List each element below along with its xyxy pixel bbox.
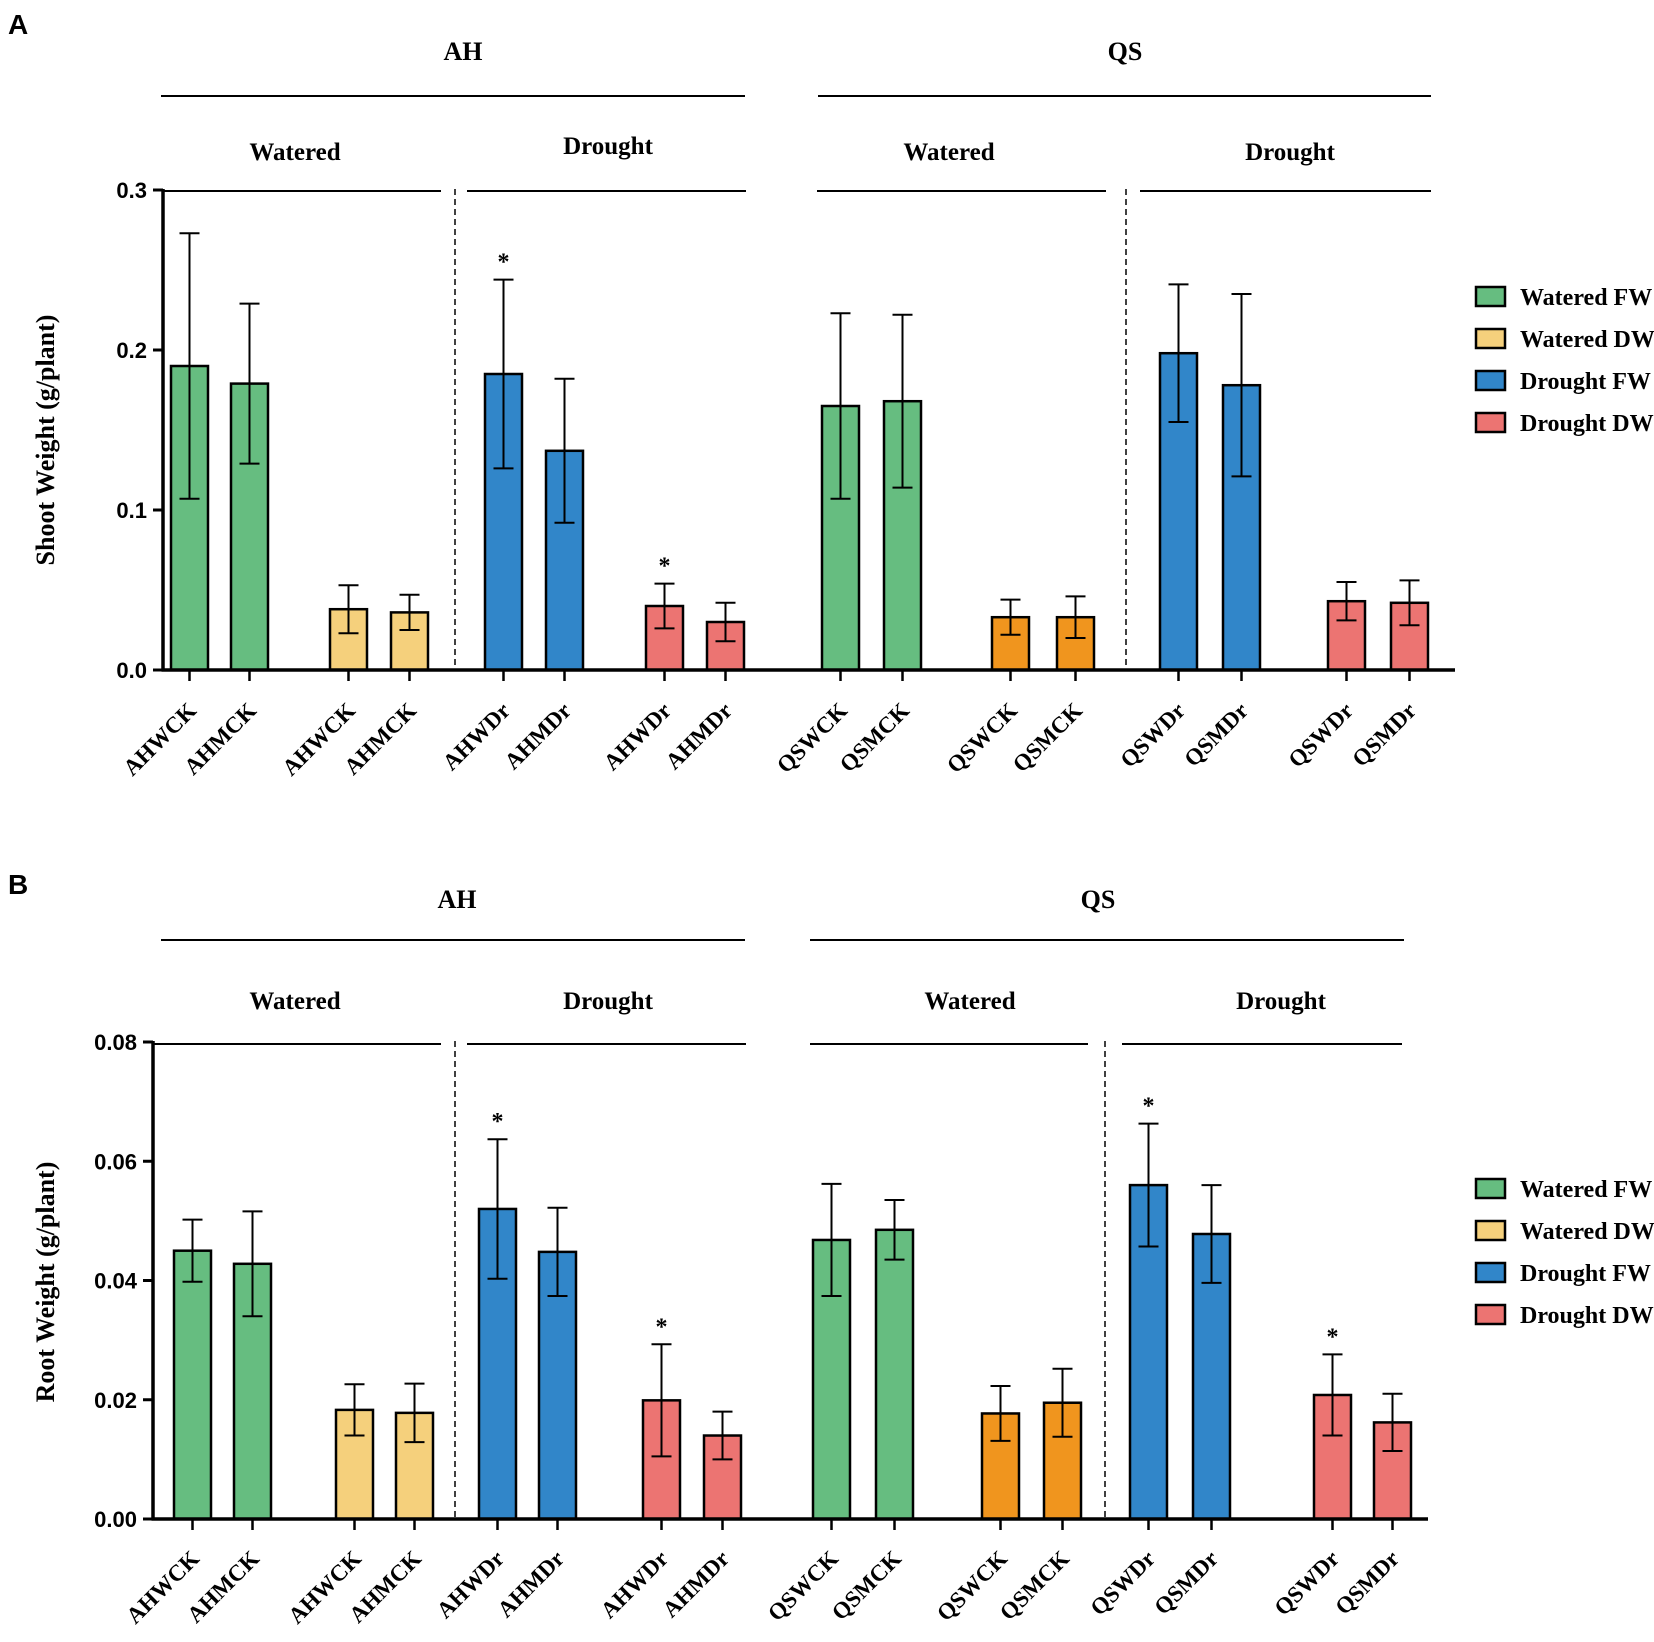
x-tick-label: AHWDr: [599, 698, 676, 775]
panel-a: A AH QS Watered Drought Watered Drought 0.0 0.1 0…: [8, 9, 1654, 781]
bar-ahwck: [169, 364, 210, 672]
y-tick-label: 0.1: [116, 498, 147, 523]
x-tick-label: QSMDr: [1179, 698, 1253, 772]
x-tick-label: QSWDr: [1283, 698, 1358, 773]
legend-swatch: [1474, 285, 1507, 308]
bar-qsmck: [1055, 615, 1096, 672]
panel-b: B AH QS Watered Drought Watered Drought 0.00 0.0…: [8, 869, 1654, 1629]
group-label-ah: AH: [444, 37, 483, 66]
x-tick-label: QSWCK: [932, 1546, 1012, 1626]
panel-a-legend: Watered FW Watered DW Drought FW Drought DW: [1474, 285, 1654, 437]
legend-label: Watered FW: [1520, 1177, 1652, 1203]
y-tick-label: 0.3: [116, 178, 147, 203]
x-tick-label: AHMDr: [661, 698, 737, 774]
legend-label: Watered DW: [1520, 327, 1654, 353]
x-tick-label: QSWDr: [1269, 1546, 1344, 1621]
panel-b-legend: Watered FW Watered DW Drought FW Drought DW: [1474, 1177, 1654, 1329]
legend-label: Drought DW: [1520, 1303, 1654, 1329]
x-tick-label: QSMDr: [1347, 698, 1421, 772]
x-tick-label: QSMCK: [835, 698, 914, 777]
condition-label-watered: Watered: [249, 988, 340, 1015]
y-axis-label: Shoot Weight (g/plant): [31, 315, 60, 566]
significance-marker: *: [1327, 1324, 1339, 1350]
x-tick-label: QSMDr: [1149, 1546, 1223, 1620]
x-tick-label: AHMDr: [500, 698, 576, 774]
x-tick-label: AHWDr: [596, 1546, 673, 1623]
significance-marker: *: [656, 1314, 668, 1340]
group-label-qs: QS: [1108, 37, 1143, 66]
y-tick-label: 0.04: [94, 1269, 138, 1294]
bar-qsmck: [874, 1228, 915, 1521]
significance-marker: *: [1143, 1094, 1155, 1120]
condition-label-drought: Drought: [563, 988, 654, 1015]
x-tick-label: QSMDr: [1330, 1546, 1404, 1620]
x-tick-label: QSMCK: [1008, 698, 1087, 777]
legend-label: Drought FW: [1520, 1261, 1651, 1287]
x-tick-label: AHWDr: [438, 698, 515, 775]
x-tick-label: AHMDr: [658, 1546, 734, 1622]
legend-swatch: [1474, 1219, 1507, 1242]
y-tick-label: 0.08: [94, 1030, 137, 1055]
condition-label-watered: Watered: [903, 139, 994, 166]
y-tick-label: 0.02: [94, 1388, 137, 1413]
x-tick-label: QSWCK: [772, 698, 852, 778]
significance-marker: *: [659, 554, 671, 580]
condition-label-drought: Drought: [1236, 988, 1327, 1015]
x-tick-label: QSWDr: [1115, 698, 1190, 773]
significance-marker: *: [498, 250, 510, 276]
legend-label: Drought DW: [1520, 411, 1654, 437]
group-label-ah: AH: [438, 885, 477, 914]
legend-swatch: [1474, 369, 1507, 392]
x-tick-label: QSWCK: [942, 698, 1022, 778]
y-tick-label: 0.00: [94, 1507, 137, 1532]
bar-ahwck: [172, 1249, 213, 1521]
legend-label: Watered FW: [1520, 285, 1652, 311]
legend-swatch: [1474, 1177, 1507, 1200]
legend-swatch: [1474, 1303, 1507, 1326]
y-tick-label: 0.0: [116, 658, 147, 683]
panel-b-label: B: [8, 869, 28, 900]
x-tick-label: QSMCK: [995, 1546, 1074, 1625]
legend-label: Watered DW: [1520, 1219, 1654, 1245]
y-tick-label: 0.06: [94, 1149, 137, 1174]
legend-swatch: [1474, 327, 1507, 350]
condition-label-watered: Watered: [924, 988, 1015, 1015]
x-tick-label: AHWDr: [432, 1546, 509, 1623]
condition-label-drought: Drought: [563, 133, 654, 160]
x-tick-label: QSWCK: [763, 1546, 843, 1626]
condition-label-watered: Watered: [249, 139, 340, 166]
legend-swatch: [1474, 1261, 1507, 1284]
x-tick-label: QSWDr: [1085, 1546, 1160, 1621]
y-axis-label: Root Weight (g/plant): [31, 1162, 60, 1403]
y-tick-label: 0.2: [116, 338, 147, 363]
legend-label: Drought FW: [1520, 369, 1651, 395]
legend-swatch: [1474, 411, 1507, 434]
condition-label-drought: Drought: [1245, 139, 1336, 166]
x-tick-label: QSMCK: [827, 1546, 906, 1625]
significance-marker: *: [492, 1109, 504, 1135]
group-label-qs: QS: [1081, 885, 1116, 914]
x-tick-label: AHMDr: [493, 1546, 569, 1622]
panel-a-label: A: [8, 9, 28, 40]
